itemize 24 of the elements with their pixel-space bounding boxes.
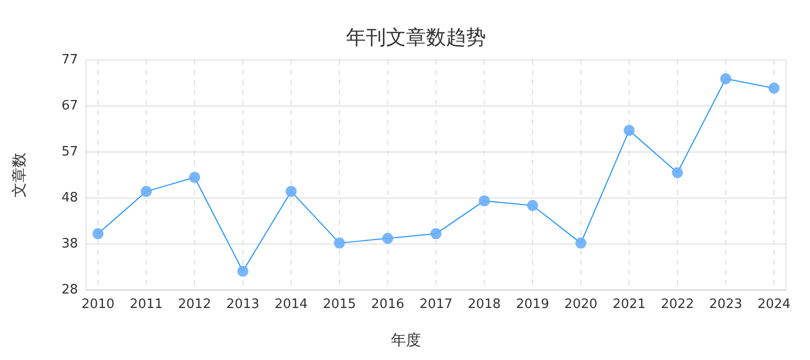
x-tick-label: 2018 [468,297,501,312]
x-tick-label: 2023 [709,297,742,312]
x-tick-label: 2020 [564,297,598,312]
y-tick-label: 38 [61,236,78,252]
x-axis-title: 年度 [391,331,421,349]
x-tick-label: 2016 [371,297,404,312]
y-axis-title: 文章数 [10,152,28,198]
x-tick-label: 2014 [274,297,308,312]
x-tick-label: 2010 [81,297,115,312]
y-tick-label: 28 [61,282,78,298]
y-tick-label: 57 [61,144,78,160]
x-tick-label: 2012 [178,297,212,312]
x-tick-label: 2013 [226,297,260,312]
x-tick-label: 2017 [419,297,453,312]
x-tick-label: 2015 [322,297,356,312]
y-tick-label: 67 [61,98,78,114]
y-tick-label: 48 [61,190,78,206]
chart-title: 年刊文章数趋势 [346,25,486,49]
x-tick-label: 2024 [757,297,791,312]
x-tick-label: 2021 [612,297,646,312]
x-tick-label: 2019 [516,297,550,312]
x-tick-label: 2011 [130,297,163,312]
x-tick-label: 2022 [660,297,694,312]
y-tick-label: 77 [61,52,78,68]
